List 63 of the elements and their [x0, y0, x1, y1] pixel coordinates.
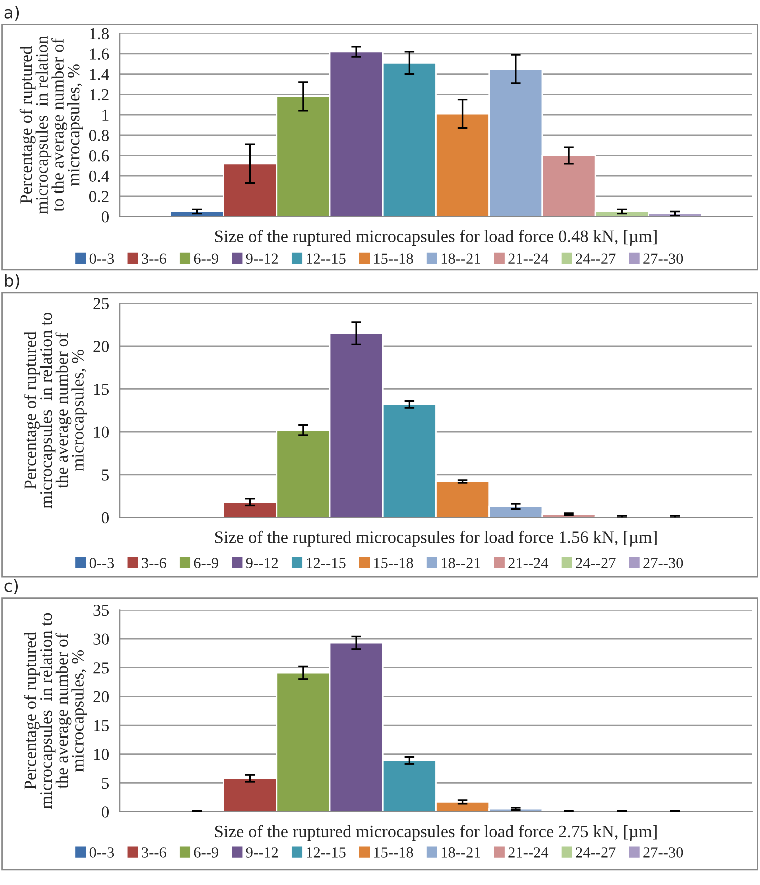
x-axis-title: Size of the ruptured microcapsules for load force 0.48 kN, [µm] — [215, 230, 657, 246]
y-tick-label: 20 — [94, 341, 110, 352]
legend-label: 12--15 — [307, 558, 346, 568]
legend-label: 9--12 — [246, 254, 278, 264]
y-axis-title: Percentage of ruptured microcapsules in relation to the average number of microcapsules, % — [24, 312, 88, 509]
y-tick-label: 0.6 — [89, 150, 110, 162]
legend-label: 18--21 — [442, 848, 480, 858]
legend-label: 15--18 — [374, 558, 414, 568]
y-tick-label: 1.6 — [90, 48, 110, 60]
legend-label: 9--12 — [246, 558, 278, 568]
y-tick-label: 0 — [102, 212, 110, 223]
legend-label: 12--15 — [307, 254, 346, 264]
legend-label: 27--30 — [644, 848, 684, 858]
y-tick-label: 10 — [94, 426, 110, 438]
y-tick-label: 1 — [102, 110, 109, 121]
legend-label: 3--6 — [142, 558, 166, 568]
legend-label: 15--18 — [374, 254, 414, 264]
x-axis-title: Size of the ruptured microcapsules for load force 2.75 kN, [µm] — [215, 825, 657, 842]
y-tick-label: 5 — [102, 470, 110, 481]
x-axis-title: Size of the ruptured microcapsules for load force 1.56 kN, [µm] — [215, 530, 657, 547]
y-tick-label: 10 — [94, 749, 110, 760]
y-tick-label: 25 — [94, 298, 110, 310]
legend-label: 9--12 — [246, 848, 278, 858]
y-tick-label: 0.8 — [89, 130, 110, 142]
legend-label: 27--30 — [644, 254, 684, 264]
y-tick-label: 20 — [94, 691, 110, 703]
legend-label: 21--24 — [508, 254, 549, 264]
y-tick-label: 0.2 — [89, 191, 109, 202]
y-tick-label: 15 — [94, 384, 110, 396]
y-tick-label: 0 — [102, 806, 110, 818]
legend-label: 24--27 — [576, 254, 616, 264]
y-tick-label: 0.4 — [89, 170, 110, 182]
legend-label: 18--21 — [442, 254, 480, 264]
legend-label: 21--24 — [508, 848, 549, 858]
text: a) — [4, 6, 20, 21]
text: c) — [4, 579, 18, 594]
legend-label: 12--15 — [307, 848, 346, 858]
legend-label: 21--24 — [508, 558, 549, 568]
legend-label: 24--27 — [576, 558, 616, 568]
y-tick-label: 15 — [94, 720, 110, 732]
legend-label: 27--30 — [644, 558, 684, 568]
legend-label: 6--9 — [194, 254, 218, 264]
legend-label: 6--9 — [194, 558, 218, 568]
y-tick-label: 1.8 — [90, 28, 110, 40]
y-tick-label: 1.4 — [90, 69, 110, 80]
y-tick-label: 1.2 — [90, 89, 109, 101]
legend-label: 0--3 — [90, 558, 114, 568]
y-tick-label: 25 — [94, 662, 110, 674]
legend-label: 24--27 — [576, 848, 616, 858]
legend-label: 0--3 — [90, 254, 114, 264]
y-tick-label: 5 — [102, 778, 110, 790]
y-axis-title: Percentage of ruptured microcapsules in relation to the average number of microcapsules, % — [20, 36, 84, 214]
legend-label: 3--6 — [142, 254, 166, 264]
legend-label: 3--6 — [142, 848, 166, 858]
y-axis-title: Percentage of ruptured microcapsules in relation to the average number of microcapsules, % — [24, 613, 88, 810]
legend-label: 0--3 — [90, 848, 114, 858]
text: b) — [5, 274, 20, 290]
legend-label: 6--9 — [194, 848, 218, 858]
legend-label: 15--18 — [374, 848, 414, 858]
y-tick-label: 35 — [94, 604, 110, 616]
y-tick-label: 30 — [94, 634, 110, 645]
legend-label: 18--21 — [442, 558, 480, 568]
y-tick-label: 0 — [102, 512, 110, 524]
